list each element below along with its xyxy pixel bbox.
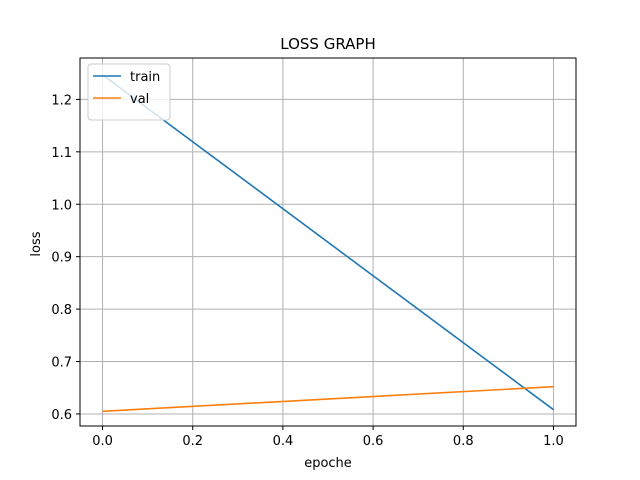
chart-title: LOSS GRAPH: [280, 35, 375, 53]
x-tick-label: 0.0: [92, 434, 113, 449]
legend: train val: [87, 63, 171, 121]
y-tick-label: 0.7: [51, 356, 72, 371]
legend-label-val: val: [130, 92, 149, 107]
plot-frame: [79, 57, 577, 427]
y-axis-ticks: 0.6 0.7 0.8 0.9 1.0 1.1 1.2: [51, 93, 80, 423]
y-axis-label: loss: [29, 231, 44, 256]
x-tick-label: 0.8: [453, 434, 474, 449]
y-tick-label: 0.9: [51, 251, 72, 266]
x-axis-ticks: 0.0 0.2 0.4 0.6 0.8 1.0: [92, 426, 564, 449]
x-tick-label: 0.6: [363, 434, 384, 449]
series-line-train: [102, 74, 554, 411]
legend-label-train: train: [130, 70, 160, 85]
y-tick-label: 1.2: [51, 93, 72, 108]
x-tick-label: 1.0: [543, 434, 564, 449]
grid-lines: [80, 58, 576, 426]
x-tick-label: 0.4: [273, 434, 294, 449]
y-tick-label: 1.1: [51, 146, 72, 161]
series-lines: [102, 74, 554, 413]
x-tick-label: 0.2: [182, 434, 203, 449]
y-tick-label: 0.8: [51, 303, 72, 318]
series-line-val: [102, 385, 554, 413]
x-axis-label: epoche: [304, 456, 352, 471]
y-tick-label: 0.6: [51, 408, 72, 423]
y-tick-label: 1.0: [51, 198, 72, 213]
legend-box: [87, 63, 171, 121]
